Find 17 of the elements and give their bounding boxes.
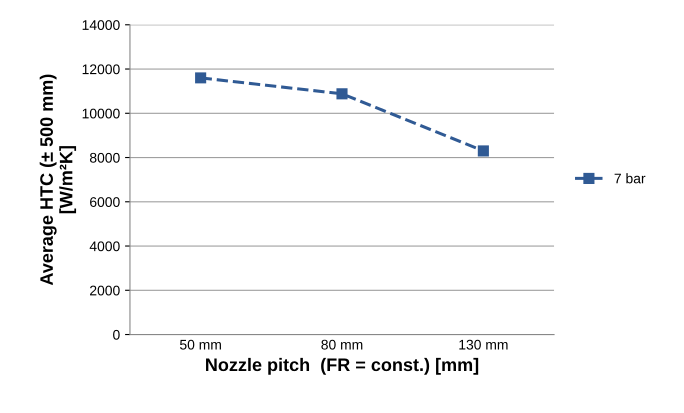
x-axis-title: Nozzle pitch (FR = const.) [mm]: [206, 358, 478, 375]
legend-label: 7 bar: [614, 173, 646, 184]
y-tick-label: 4000: [90, 241, 120, 252]
y-tick-label: 2000: [90, 286, 120, 296]
y-tick-label: 6000: [90, 197, 120, 207]
x-tick-label: 130 mm: [459, 340, 508, 350]
y-tick-label: 14000: [82, 20, 120, 30]
y-tick-label: 12000: [82, 64, 120, 74]
point: [478, 145, 489, 156]
point: [336, 88, 348, 100]
x-tick-label: 80 mm: [321, 340, 362, 350]
point: [195, 72, 206, 84]
x-tick-label: 50 mm: [180, 340, 221, 350]
y-tick-label: 0: [113, 330, 120, 340]
y-tick-label: 10000: [82, 108, 120, 118]
y-tick-label: 8000: [90, 152, 120, 163]
y-axis-title: Average HTC (± 500 mm) [W/m²K]: [40, 74, 76, 286]
